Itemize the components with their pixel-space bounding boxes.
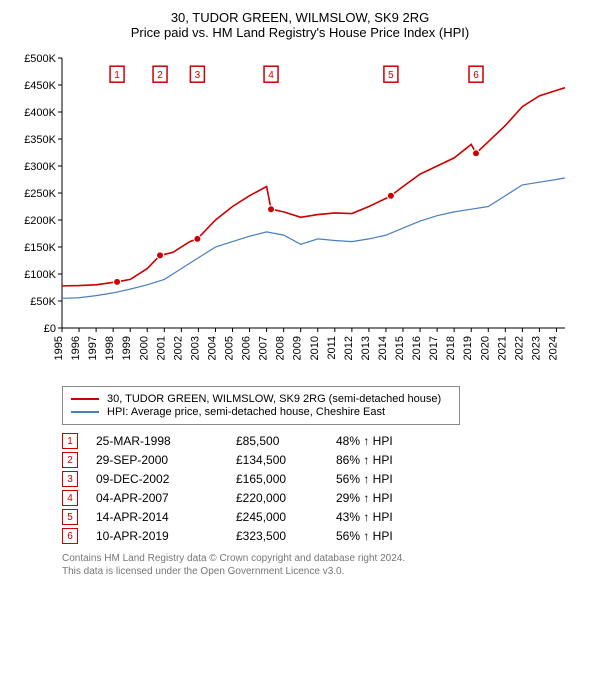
svg-text:2000: 2000: [138, 336, 150, 360]
transaction-date: 04-APR-2007: [96, 491, 236, 505]
transaction-pct: 48% ↑ HPI: [336, 434, 393, 448]
svg-text:2020: 2020: [479, 336, 491, 360]
svg-text:2013: 2013: [360, 336, 372, 360]
transaction-marker-box: 3: [62, 471, 78, 487]
transaction-pct: 86% ↑ HPI: [336, 453, 393, 467]
legend: 30, TUDOR GREEN, WILMSLOW, SK9 2RG (semi…: [62, 386, 460, 425]
svg-text:2008: 2008: [275, 336, 287, 360]
transaction-price: £85,500: [236, 434, 336, 448]
transaction-price: £245,000: [236, 510, 336, 524]
transaction-date: 10-APR-2019: [96, 529, 236, 543]
svg-text:2018: 2018: [445, 336, 457, 360]
svg-text:£300K: £300K: [24, 161, 56, 173]
svg-text:2016: 2016: [411, 336, 423, 360]
legend-row: HPI: Average price, semi-detached house,…: [71, 406, 451, 418]
svg-text:1999: 1999: [121, 336, 133, 360]
legend-swatch: [71, 398, 99, 400]
chart-svg: £0 £50K £100K £150K £200K £250K £300K £350K £400…: [10, 48, 570, 378]
svg-text:£0: £0: [44, 323, 56, 335]
transaction-row: 1 25-MAR-1998£85,50048% ↑ HPI: [62, 433, 590, 449]
svg-text:2023: 2023: [530, 336, 542, 360]
title-line-2: Price paid vs. HM Land Registry's House …: [10, 25, 590, 40]
svg-text:£500K: £500K: [24, 53, 56, 65]
svg-text:2019: 2019: [462, 336, 474, 360]
svg-text:6: 6: [473, 70, 479, 81]
footnote: Contains HM Land Registry data © Crown c…: [62, 552, 590, 578]
title-block: 30, TUDOR GREEN, WILMSLOW, SK9 2RG Price…: [10, 10, 590, 40]
transaction-date: 09-DEC-2002: [96, 472, 236, 486]
svg-text:£250K: £250K: [24, 188, 56, 200]
svg-text:2022: 2022: [513, 336, 525, 360]
transaction-price: £134,500: [236, 453, 336, 467]
transaction-row: 2 29-SEP-2000£134,50086% ↑ HPI: [62, 452, 590, 468]
svg-text:2015: 2015: [394, 336, 406, 360]
transaction-marker-box: 6: [62, 528, 78, 544]
svg-text:2009: 2009: [292, 336, 304, 360]
svg-text:3: 3: [195, 70, 201, 81]
svg-text:5: 5: [388, 70, 394, 81]
transaction-date: 14-APR-2014: [96, 510, 236, 524]
transaction-row: 4 04-APR-2007£220,00029% ↑ HPI: [62, 490, 590, 506]
svg-text:2011: 2011: [326, 336, 338, 360]
svg-text:2010: 2010: [309, 336, 321, 360]
transaction-price: £323,500: [236, 529, 336, 543]
svg-text:2: 2: [157, 70, 163, 81]
transaction-pct: 56% ↑ HPI: [336, 529, 393, 543]
title-line-1: 30, TUDOR GREEN, WILMSLOW, SK9 2RG: [10, 10, 590, 25]
svg-text:£450K: £450K: [24, 80, 56, 92]
legend-label: 30, TUDOR GREEN, WILMSLOW, SK9 2RG (semi…: [107, 393, 441, 405]
transaction-marker-box: 2: [62, 452, 78, 468]
svg-text:£150K: £150K: [24, 242, 56, 254]
footnote-line-1: Contains HM Land Registry data © Crown c…: [62, 552, 590, 565]
transaction-marker-box: 4: [62, 490, 78, 506]
svg-text:2002: 2002: [172, 336, 184, 360]
transaction-marker-box: 1: [62, 433, 78, 449]
transaction-row: 6 10-APR-2019£323,50056% ↑ HPI: [62, 528, 590, 544]
transaction-pct: 29% ↑ HPI: [336, 491, 393, 505]
svg-text:2001: 2001: [155, 336, 167, 360]
transaction-pct: 43% ↑ HPI: [336, 510, 393, 524]
svg-text:1: 1: [114, 70, 120, 81]
svg-text:2003: 2003: [189, 336, 201, 360]
svg-text:£350K: £350K: [24, 134, 56, 146]
svg-text:2024: 2024: [547, 336, 559, 360]
svg-text:2012: 2012: [343, 336, 355, 360]
legend-label: HPI: Average price, semi-detached house,…: [107, 406, 385, 418]
svg-text:2004: 2004: [206, 336, 218, 360]
transaction-date: 29-SEP-2000: [96, 453, 236, 467]
svg-text:£200K: £200K: [24, 215, 56, 227]
svg-text:£100K: £100K: [24, 269, 56, 281]
chart: £0 £50K £100K £150K £200K £250K £300K £350K £400…: [10, 48, 590, 378]
transaction-row: 5 14-APR-2014£245,00043% ↑ HPI: [62, 509, 590, 525]
svg-text:2021: 2021: [496, 336, 508, 360]
svg-text:2006: 2006: [241, 336, 253, 360]
transactions-table: 1 25-MAR-1998£85,50048% ↑ HPI 2 29-SEP-2000…: [62, 433, 590, 544]
svg-text:1995: 1995: [53, 336, 65, 360]
svg-text:£400K: £400K: [24, 107, 56, 119]
transaction-date: 25-MAR-1998: [96, 434, 236, 448]
svg-text:4: 4: [268, 70, 274, 81]
footnote-line-2: This data is licensed under the Open Gov…: [62, 565, 590, 578]
svg-text:2017: 2017: [428, 336, 440, 360]
legend-swatch: [71, 411, 99, 413]
svg-text:2007: 2007: [258, 336, 270, 360]
transaction-marker-box: 5: [62, 509, 78, 525]
svg-text:1998: 1998: [104, 336, 116, 360]
svg-text:1997: 1997: [87, 336, 99, 360]
svg-text:1996: 1996: [70, 336, 82, 360]
svg-text:2014: 2014: [377, 336, 389, 360]
transaction-pct: 56% ↑ HPI: [336, 472, 393, 486]
transaction-row: 3 09-DEC-2002£165,00056% ↑ HPI: [62, 471, 590, 487]
legend-row: 30, TUDOR GREEN, WILMSLOW, SK9 2RG (semi…: [71, 393, 451, 405]
transaction-price: £165,000: [236, 472, 336, 486]
svg-text:£50K: £50K: [30, 296, 56, 308]
svg-text:2005: 2005: [224, 336, 236, 360]
transaction-price: £220,000: [236, 491, 336, 505]
